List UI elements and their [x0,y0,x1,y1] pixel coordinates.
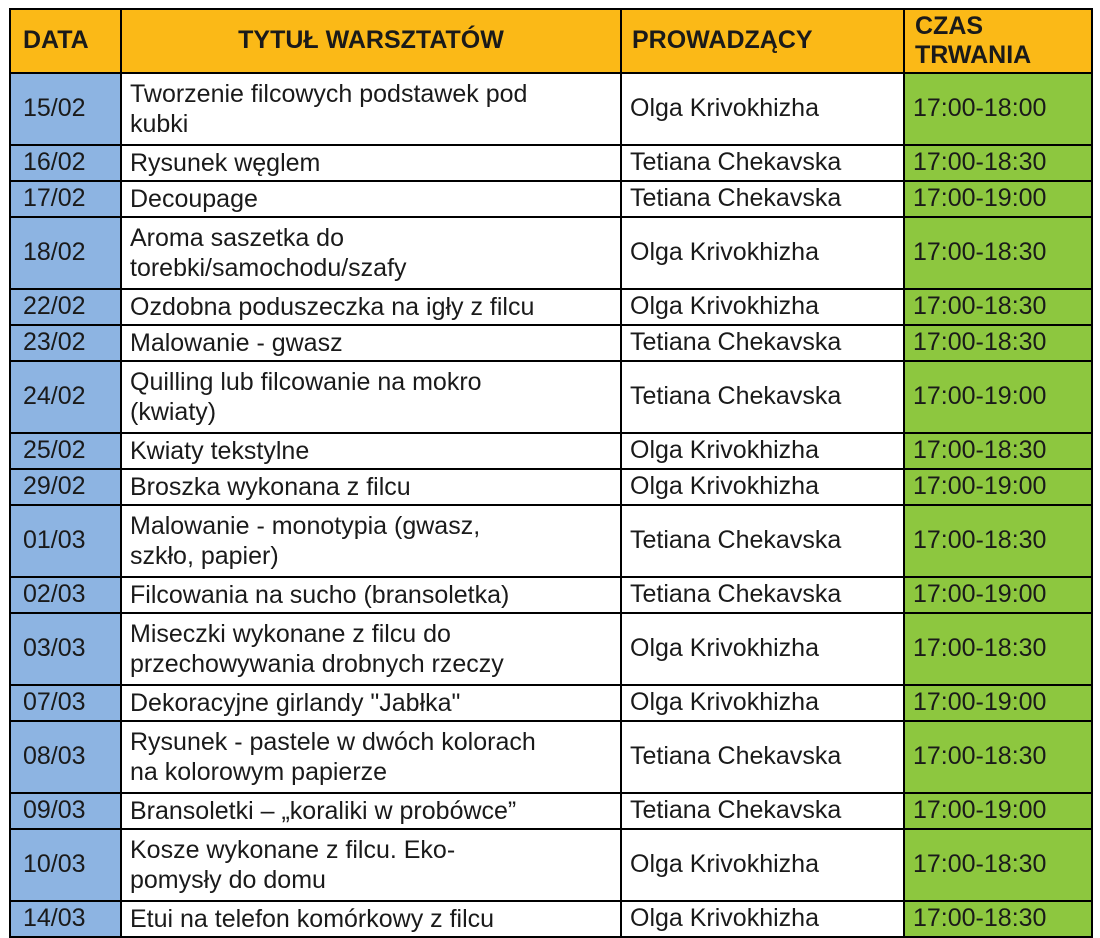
title-cell: Etui na telefon komórkowy z filcu [120,899,622,938]
table-row: 23/02 Malowanie - gwasz Tetiana Chekavsk… [9,323,1093,362]
instructor-cell: Olga Krivokhizha [620,611,905,686]
date-cell: 01/03 [9,503,122,578]
table-row: 29/02 Broszka wykonana z filcu Olga Kriv… [9,467,1093,506]
table-row: 01/03 Malowanie - monotypia (gwasz, szkł… [9,503,1093,578]
instructor-cell: Tetiana Chekavska [620,503,905,578]
title-cell: Filcowania na sucho (bransoletka) [120,575,622,614]
duration-cell: 17:00-18:30 [903,323,1093,362]
instructor-cell: Tetiana Chekavska [620,323,905,362]
date-cell: 15/02 [9,71,122,146]
instructor-cell: Olga Krivokhizha [620,215,905,290]
table-row: 22/02 Ozdobna poduszeczka na igły z filc… [9,287,1093,326]
title-cell: Aroma saszetka do torebki/samochodu/szaf… [120,215,622,290]
column-header-date: DATA [9,8,122,74]
table-row: 08/03 Rysunek - pastele w dwóch kolorach… [9,719,1093,794]
title-cell: Malowanie - gwasz [120,323,622,362]
column-header-instructor: PROWADZĄCY [620,8,905,74]
title-cell: Kwiaty tekstylne [120,431,622,470]
instructor-cell: Tetiana Chekavska [620,719,905,794]
table-row: 18/02 Aroma saszetka do torebki/samochod… [9,215,1093,290]
table-row: 03/03 Miseczki wykonane z filcu do przec… [9,611,1093,686]
duration-cell: 17:00-18:30 [903,827,1093,902]
duration-cell: 17:00-18:30 [903,503,1093,578]
duration-cell: 17:00-18:30 [903,143,1093,182]
instructor-cell: Olga Krivokhizha [620,899,905,938]
header-row: DATA TYTUŁ WARSZTATÓW PROWADZĄCY CZAS TR… [9,8,1093,74]
date-cell: 23/02 [9,323,122,362]
date-cell: 02/03 [9,575,122,614]
column-header-title: TYTUŁ WARSZTATÓW [120,8,622,74]
title-cell: Rysunek - pastele w dwóch kolorach na ko… [120,719,622,794]
table-row: 02/03 Filcowania na sucho (bransoletka) … [9,575,1093,614]
duration-cell: 17:00-19:00 [903,791,1093,830]
duration-cell: 17:00-18:00 [903,71,1093,146]
title-cell: Quilling lub filcowanie na mokro (kwiaty… [120,359,622,434]
table-row: 09/03 Bransoletki – „koraliki w probówce… [9,791,1093,830]
title-cell: Malowanie - monotypia (gwasz, szkło, pap… [120,503,622,578]
duration-cell: 17:00-19:00 [903,179,1093,218]
duration-cell: 17:00-18:30 [903,431,1093,470]
date-cell: 14/03 [9,899,122,938]
date-cell: 10/03 [9,827,122,902]
title-cell: Miseczki wykonane z filcu do przechowywa… [120,611,622,686]
title-cell: Rysunek węglem [120,143,622,182]
table-row: 15/02 Tworzenie filcowych podstawek pod … [9,71,1093,146]
duration-cell: 17:00-18:30 [903,215,1093,290]
column-header-duration: CZAS TRWANIA [903,8,1093,74]
instructor-cell: Tetiana Chekavska [620,359,905,434]
instructor-cell: Olga Krivokhizha [620,467,905,506]
table-row: 24/02 Quilling lub filcowanie na mokro (… [9,359,1093,434]
date-cell: 03/03 [9,611,122,686]
instructor-cell: Olga Krivokhizha [620,827,905,902]
date-cell: 17/02 [9,179,122,218]
title-cell: Broszka wykonana z filcu [120,467,622,506]
table-row: 25/02 Kwiaty tekstylne Olga Krivokhizha … [9,431,1093,470]
instructor-cell: Olga Krivokhizha [620,431,905,470]
date-cell: 09/03 [9,791,122,830]
duration-cell: 17:00-18:30 [903,611,1093,686]
title-cell: Kosze wykonane z filcu. Eko- pomysły do … [120,827,622,902]
table-row: 07/03 Dekoracyjne girlandy "Jabłka" Olga… [9,683,1093,722]
duration-cell: 17:00-18:30 [903,899,1093,938]
date-cell: 07/03 [9,683,122,722]
instructor-cell: Tetiana Chekavska [620,179,905,218]
workshops-schedule-table: DATA TYTUŁ WARSZTATÓW PROWADZĄCY CZAS TR… [9,8,1093,938]
title-cell: Ozdobna poduszeczka na igły z filcu [120,287,622,326]
instructor-cell: Tetiana Chekavska [620,791,905,830]
instructor-cell: Tetiana Chekavska [620,575,905,614]
date-cell: 24/02 [9,359,122,434]
table-row: 17/02 Decoupage Tetiana Chekavska 17:00-… [9,179,1093,218]
instructor-cell: Tetiana Chekavska [620,143,905,182]
date-cell: 16/02 [9,143,122,182]
instructor-cell: Olga Krivokhizha [620,71,905,146]
title-cell: Bransoletki – „koraliki w probówce” [120,791,622,830]
table-row: 10/03 Kosze wykonane z filcu. Eko- pomys… [9,827,1093,902]
duration-cell: 17:00-19:00 [903,467,1093,506]
title-cell: Tworzenie filcowych podstawek pod kubki [120,71,622,146]
duration-cell: 17:00-19:00 [903,683,1093,722]
duration-cell: 17:00-19:00 [903,575,1093,614]
date-cell: 22/02 [9,287,122,326]
instructor-cell: Olga Krivokhizha [620,683,905,722]
table-row: 16/02 Rysunek węglem Tetiana Chekavska 1… [9,143,1093,182]
date-cell: 29/02 [9,467,122,506]
duration-cell: 17:00-19:00 [903,359,1093,434]
instructor-cell: Olga Krivokhizha [620,287,905,326]
title-cell: Decoupage [120,179,622,218]
date-cell: 08/03 [9,719,122,794]
date-cell: 18/02 [9,215,122,290]
title-cell: Dekoracyjne girlandy "Jabłka" [120,683,622,722]
date-cell: 25/02 [9,431,122,470]
table-row: 14/03 Etui na telefon komórkowy z filcu … [9,899,1093,938]
duration-cell: 17:00-18:30 [903,287,1093,326]
duration-cell: 17:00-18:30 [903,719,1093,794]
